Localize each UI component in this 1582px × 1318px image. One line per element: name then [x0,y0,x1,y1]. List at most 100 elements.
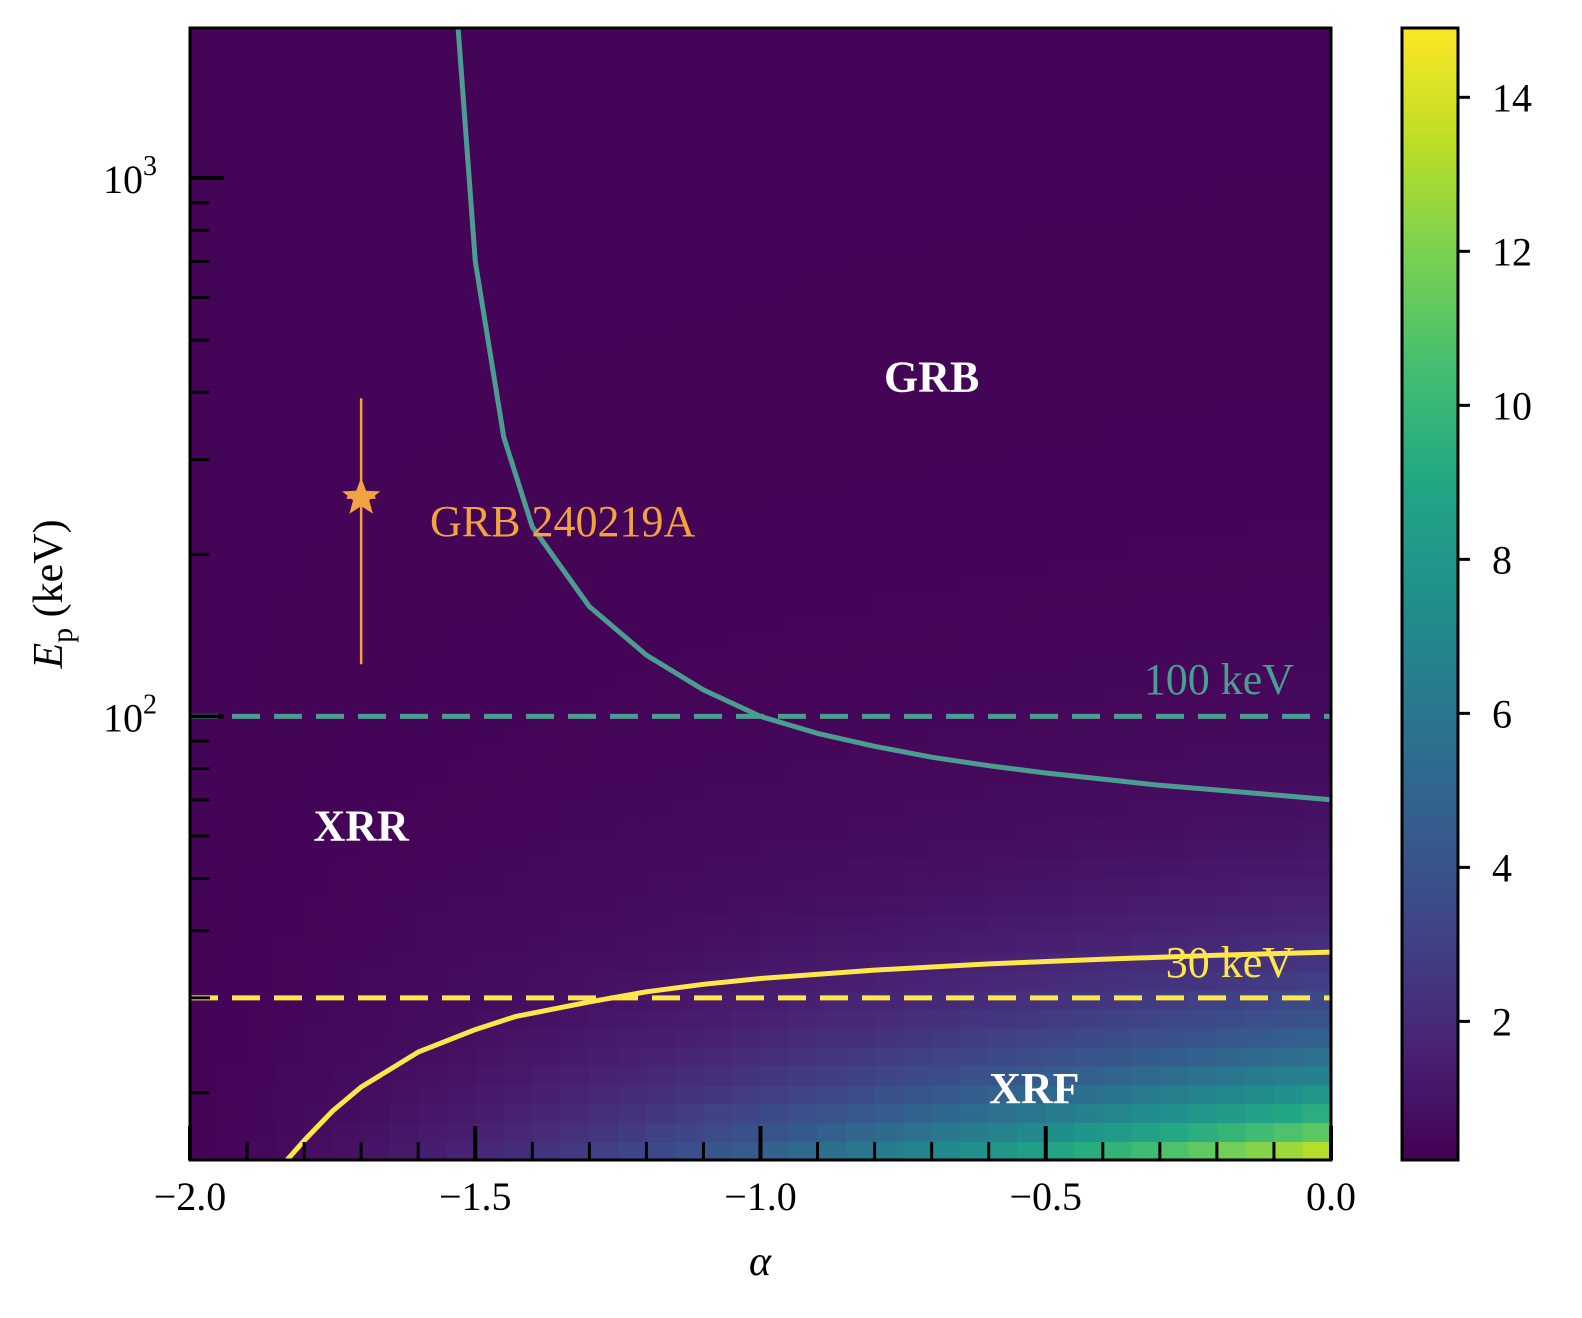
heatmap-cell [389,46,419,67]
heatmap-cell [817,839,847,859]
heatmap-cell [475,839,505,859]
heatmap-cell [190,443,220,463]
heatmap-cell [1017,914,1047,935]
heatmap-cell [646,178,676,199]
heatmap-cell [760,141,790,161]
heatmap-cell [275,726,305,746]
heatmap-cell [332,329,362,350]
heatmap-cell [1188,499,1218,520]
heatmap-cell [789,744,819,765]
heatmap-cell [1274,763,1304,784]
heatmap-cell [988,273,1018,293]
heatmap-cell [674,386,705,407]
heatmap-cell [1216,461,1247,482]
heatmap-cell [589,273,619,293]
y-axis-label-unit: (keV) [26,519,72,627]
heatmap-cell [361,1141,391,1160]
heatmap-cell [931,669,961,690]
heatmap-cell [874,726,904,746]
heatmap-cell [617,348,648,369]
heatmap-cell [1045,480,1076,501]
heatmap-cell [931,405,961,425]
heatmap-cell [874,84,904,105]
heatmap-cell [218,311,248,331]
heatmap-cell [389,480,419,501]
heatmap-cell [389,820,419,841]
heatmap-cell [589,405,619,425]
heatmap-cell [846,877,876,897]
heatmap-cell [560,782,591,803]
heatmap-cell [1131,254,1161,275]
heatmap-cell [304,650,334,671]
heatmap-cell [1188,839,1218,859]
heatmap-cell [589,839,619,859]
heatmap-cell [1074,311,1104,331]
heatmap-cell [589,971,619,991]
heatmap-cell [617,197,648,218]
heatmap-cell [903,1046,933,1067]
heatmap-cell [446,1103,476,1124]
heatmap-cell [789,235,819,256]
heatmap-cell [903,178,933,199]
heatmap-cell [418,273,448,293]
heatmap-cell [1131,877,1161,897]
heatmap-cell [1159,1009,1190,1029]
heatmap-cell [446,518,476,539]
heatmap-cell [475,952,505,973]
heatmap-cell [674,914,705,935]
heatmap-cell [1216,103,1247,124]
heatmap-cell [789,801,819,822]
heatmap-cell [1216,28,1247,48]
heatmap-cell [446,839,476,859]
heatmap-cell [1188,801,1218,822]
heatmap-cell [1216,933,1247,954]
heatmap-cell [1188,103,1218,124]
heatmap-cell [247,537,277,558]
heatmap-cell [960,839,990,859]
heatmap-cell [475,1027,505,1048]
heatmap-cell [874,1027,904,1048]
heatmap-cell [1188,424,1218,444]
heatmap-cell [846,933,876,954]
heatmap-cell [304,839,334,859]
heatmap-cell [446,405,476,425]
heatmap-cell [846,1027,876,1048]
heatmap-cell [275,895,305,916]
heatmap-cell [247,348,277,369]
heatmap-cell [560,556,591,576]
heatmap-cell [503,763,534,784]
heatmap-cell [1131,84,1161,105]
heatmap-cell [1245,914,1275,935]
heatmap-cell [846,348,876,369]
heatmap-cell [703,1065,733,1086]
heatmap-cell [503,197,534,218]
heatmap-cell [1188,329,1218,350]
heatmap-cell [247,575,277,595]
heatmap-cell [332,839,362,859]
heatmap-cell [304,103,334,124]
heatmap-cell [789,46,819,67]
heatmap-cell [1188,594,1218,614]
heatmap-cell [418,914,448,935]
heatmap-cell [190,669,220,690]
heatmap-cell [361,1046,391,1067]
heatmap-cell [1302,914,1331,935]
heatmap-cell [960,160,990,180]
heatmap-cell [304,292,334,312]
heatmap-cell [1159,1084,1190,1105]
heatmap-cell [703,216,733,237]
heatmap-cell [304,178,334,199]
heatmap-cell [332,46,362,67]
heatmap-cell [1188,1009,1218,1029]
heatmap-cell [1302,707,1331,727]
heatmap-cell [1216,84,1247,105]
heatmap-cell [988,329,1018,350]
heatmap-cell [760,1027,790,1048]
heatmap-cell [560,858,591,878]
heatmap-cell [646,556,676,576]
heatmap-cell [817,254,847,275]
x-tick-label: 0.0 [1306,1174,1356,1219]
heatmap-cell [817,858,847,878]
heatmap-cell [247,254,277,275]
heatmap-cell [1245,254,1275,275]
